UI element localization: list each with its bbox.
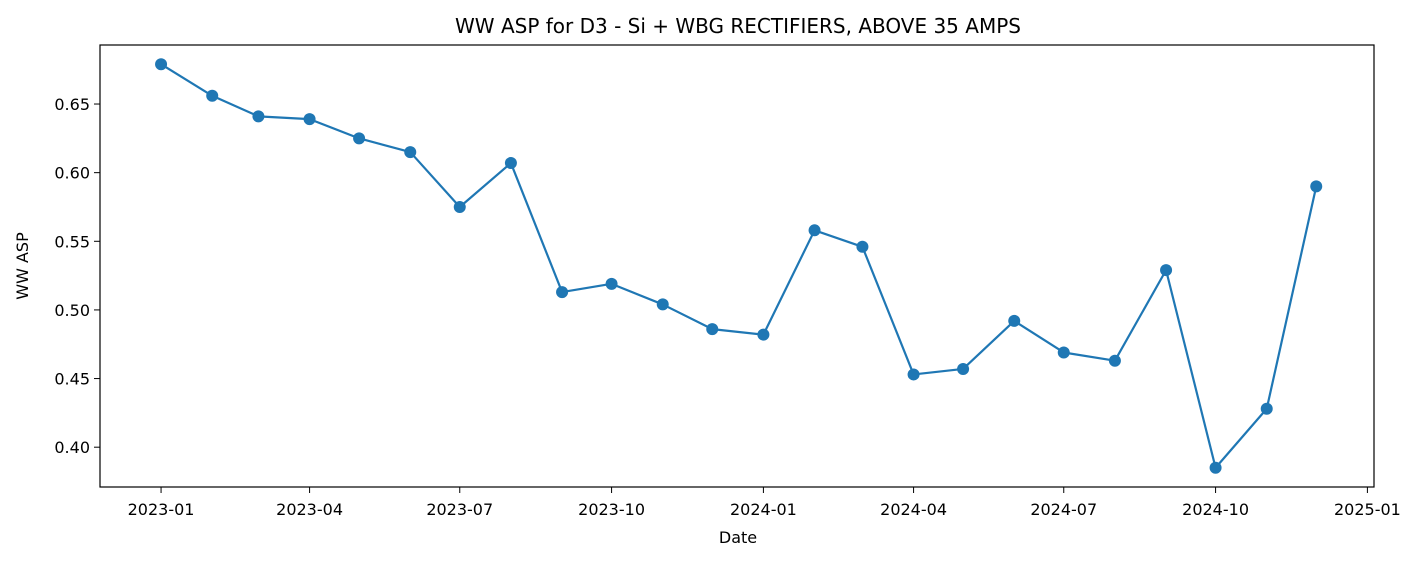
data-point — [757, 328, 770, 341]
x-axis: 2023-01 2023-04 2023-07 2023-10 2024-01 2024-… — [128, 487, 1401, 519]
data-point — [957, 362, 970, 375]
data-point — [504, 157, 517, 170]
y-axis: 0.40 0.45 0.50 0.55 0.60 0.65 — [54, 95, 100, 457]
data-point — [706, 323, 719, 336]
y-tick-label: 0.45 — [54, 370, 90, 389]
plot-area — [155, 58, 1323, 474]
data-point — [252, 110, 265, 123]
data-point — [353, 132, 366, 145]
data-point — [1160, 264, 1173, 277]
data-point — [1310, 180, 1323, 193]
data-point — [808, 224, 821, 237]
data-point — [1209, 461, 1222, 474]
data-point — [656, 298, 669, 311]
data-point — [907, 368, 920, 381]
y-tick-label: 0.60 — [54, 164, 90, 183]
x-tick-label: 2024-07 — [1030, 500, 1097, 519]
x-tick-label: 2025-01 — [1334, 500, 1401, 519]
data-point — [206, 89, 219, 102]
x-axis-title: Date — [719, 528, 757, 547]
chart-title: WW ASP for D3 - Si + WBG RECTIFIERS, ABO… — [455, 14, 1021, 38]
plot-frame — [99, 44, 1375, 488]
data-point — [605, 277, 618, 290]
data-point — [1057, 346, 1070, 359]
y-tick-label: 0.55 — [54, 232, 90, 251]
y-tick-label: 0.40 — [54, 438, 90, 457]
data-point — [1008, 314, 1021, 327]
series-line — [160, 63, 1318, 469]
x-tick-label: 2023-01 — [128, 500, 195, 519]
data-point — [556, 286, 569, 299]
data-point — [155, 58, 168, 71]
y-axis-title: WW ASP — [13, 232, 32, 300]
data-point — [453, 200, 466, 213]
y-tick-label: 0.65 — [54, 95, 90, 114]
data-point — [856, 240, 869, 253]
data-point — [1260, 402, 1273, 415]
data-point — [404, 146, 417, 159]
x-tick-label: 2023-04 — [276, 500, 343, 519]
x-tick-label: 2023-07 — [426, 500, 493, 519]
data-point — [303, 113, 316, 126]
x-tick-label: 2024-04 — [880, 500, 947, 519]
x-tick-label: 2024-01 — [730, 500, 797, 519]
data-point — [1108, 354, 1121, 367]
x-tick-label: 2024-10 — [1182, 500, 1249, 519]
x-tick-label: 2023-10 — [578, 500, 645, 519]
y-tick-label: 0.50 — [54, 301, 90, 320]
